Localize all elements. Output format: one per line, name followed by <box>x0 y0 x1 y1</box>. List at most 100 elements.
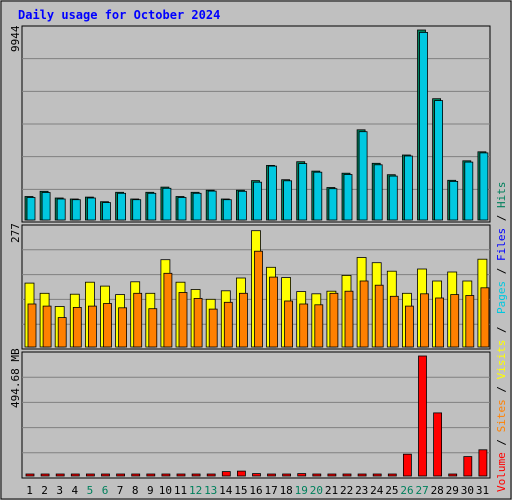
bar-sites-day-1 <box>27 303 37 348</box>
bar-files-day-20 <box>313 171 323 221</box>
bar-volume-day-20 <box>312 473 322 477</box>
bar-files-day-27 <box>419 32 428 221</box>
bar-volume-day-1 <box>25 473 35 477</box>
bar-files-day-23 <box>358 131 368 221</box>
bar-volume-day-17 <box>267 473 276 477</box>
bar-sites-day-28 <box>435 297 445 348</box>
bar-files-day-30 <box>464 161 474 221</box>
bar-files-day-13 <box>207 190 217 221</box>
bar-sites-day-10 <box>163 272 173 348</box>
bar-volume-day-14 <box>221 471 231 477</box>
x-tick-label-12: 12 <box>189 484 202 497</box>
bar-volume-day-27 <box>418 355 427 477</box>
bar-sites-day-27 <box>420 293 429 348</box>
bar-volume-day-15 <box>236 470 246 477</box>
x-tick-label-24: 24 <box>370 484 384 497</box>
bar-files-day-28 <box>434 100 444 221</box>
bar-volume-day-22 <box>342 473 352 477</box>
legend-sites: Sites <box>495 399 508 432</box>
x-tick-label-31: 31 <box>476 484 489 497</box>
bar-sites-day-13 <box>208 308 218 348</box>
x-tick-label-1: 1 <box>26 484 33 497</box>
bar-sites-day-15 <box>238 292 248 348</box>
x-tick-label-9: 9 <box>147 484 154 497</box>
bar-volume-day-4 <box>70 473 80 477</box>
bar-files-day-19 <box>298 163 308 221</box>
bar-volume-day-10 <box>161 473 171 477</box>
bar-files-day-2 <box>41 192 51 221</box>
bar-sites-day-20 <box>314 304 324 348</box>
bar-volume-day-24 <box>372 473 382 477</box>
chart-title: Daily usage for October 2024 <box>18 8 220 22</box>
bar-files-day-5 <box>87 197 96 221</box>
bar-files-day-10 <box>162 187 172 221</box>
bar-volume-day-26 <box>402 453 412 477</box>
bar-volume-day-28 <box>433 412 443 477</box>
bar-sites-day-12 <box>193 297 203 348</box>
bar-sites-day-22 <box>344 290 354 348</box>
x-tick-label-27: 27 <box>415 484 428 497</box>
legend-separator: / <box>495 261 508 281</box>
volume-y-max-label: 494.68 MB <box>9 348 22 408</box>
bar-sites-day-8 <box>133 292 143 348</box>
bar-sites-day-23 <box>359 280 369 348</box>
bar-sites-day-5 <box>88 305 97 348</box>
x-tick-label-14: 14 <box>219 484 233 497</box>
bar-sites-day-3 <box>57 317 67 348</box>
bar-files-day-12 <box>192 192 202 221</box>
bar-volume-day-16 <box>252 473 261 477</box>
bar-files-day-18 <box>283 180 293 221</box>
bar-sites-day-25 <box>389 295 399 348</box>
bar-volume-day-12 <box>191 473 201 477</box>
x-tick-label-28: 28 <box>431 484 444 497</box>
bar-files-day-8 <box>132 199 142 221</box>
bar-files-day-24 <box>373 164 383 221</box>
bar-files-day-16 <box>253 181 262 221</box>
legend-hits: Hits <box>495 182 508 209</box>
x-tick-label-3: 3 <box>56 484 63 497</box>
bar-sites-day-29 <box>450 294 460 348</box>
x-tick-label-6: 6 <box>102 484 109 497</box>
x-tick-label-11: 11 <box>174 484 187 497</box>
legend-separator: / <box>495 432 508 452</box>
bar-volume-day-2 <box>40 473 50 477</box>
bar-volume-day-7 <box>116 473 125 477</box>
bar-files-day-31 <box>479 152 489 221</box>
x-tick-label-18: 18 <box>280 484 293 497</box>
legend-volume: Volume <box>495 452 508 492</box>
bar-volume-day-19 <box>297 473 307 477</box>
bar-volume-day-18 <box>282 473 292 477</box>
legend-separator: / <box>495 379 508 399</box>
bar-volume-day-5 <box>86 473 95 477</box>
bar-volume-day-11 <box>176 473 186 477</box>
x-tick-label-17: 17 <box>264 484 277 497</box>
bar-volume-day-29 <box>448 473 458 477</box>
x-tick-label-16: 16 <box>249 484 262 497</box>
x-tick-label-29: 29 <box>446 484 459 497</box>
bar-sites-day-16 <box>254 250 263 348</box>
bar-files-day-4 <box>71 199 81 221</box>
bar-files-day-25 <box>388 175 398 221</box>
x-tick-label-10: 10 <box>159 484 172 497</box>
x-tick-label-19: 19 <box>295 484 308 497</box>
bar-volume-day-13 <box>206 473 216 477</box>
bar-sites-day-19 <box>299 303 309 348</box>
bar-files-day-6 <box>102 202 111 221</box>
bars-layer <box>24 29 490 477</box>
bar-sites-day-18 <box>284 300 294 348</box>
bar-files-day-22 <box>343 174 353 221</box>
bar-sites-day-21 <box>329 292 339 348</box>
x-tick-label-20: 20 <box>310 484 323 497</box>
bar-files-day-9 <box>147 192 157 221</box>
bar-files-day-1 <box>26 197 36 221</box>
bar-sites-day-26 <box>404 305 414 348</box>
bar-volume-day-30 <box>463 456 473 477</box>
bar-sites-day-2 <box>42 305 52 348</box>
x-tick-label-8: 8 <box>132 484 139 497</box>
bar-sites-day-11 <box>178 292 188 348</box>
x-axis-labels: 1 2 3 4 5 6 7 8 9 10 11 12 13 14 15 16 17 18 19 20 21 22 23 24 2… <box>26 484 489 497</box>
bar-sites-day-17 <box>269 276 278 348</box>
bar-files-day-7 <box>117 192 126 221</box>
x-tick-label-23: 23 <box>355 484 368 497</box>
